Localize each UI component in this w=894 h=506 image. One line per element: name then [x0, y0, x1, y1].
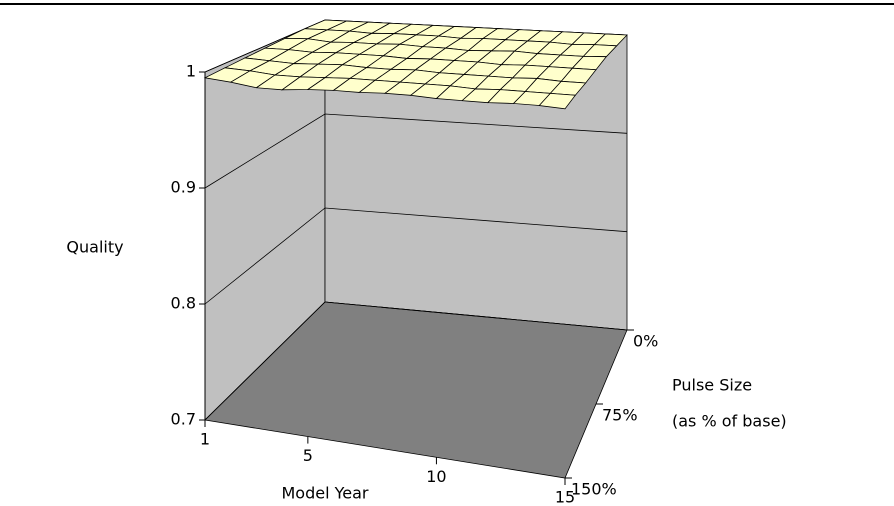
depth-tick-label: 150%	[571, 480, 617, 499]
x-tick-label: 10	[426, 467, 446, 486]
depth-tick-label: 0%	[633, 332, 658, 351]
x-tick-label: 15	[555, 488, 575, 506]
x-tick-label: 1	[200, 430, 210, 449]
y-tick-label: 0.7	[171, 410, 196, 429]
depth-axis-title: Pulse Size	[672, 376, 752, 395]
grid-line	[204, 113, 628, 189]
y-tick-label: 0.9	[171, 178, 196, 197]
x-axis-title: Model Year	[282, 484, 369, 503]
grid-line	[204, 207, 628, 305]
grid-line	[204, 301, 628, 421]
y-axis-title: Quality	[66, 238, 123, 257]
surface-cell	[538, 92, 577, 110]
y-tick-label: 1	[186, 62, 196, 81]
depth-tick-label: 75%	[602, 406, 638, 425]
x-tick-label: 5	[303, 446, 313, 465]
depth-axis-title: (as % of base)	[672, 412, 787, 431]
y-tick-label: 0.8	[171, 294, 196, 313]
